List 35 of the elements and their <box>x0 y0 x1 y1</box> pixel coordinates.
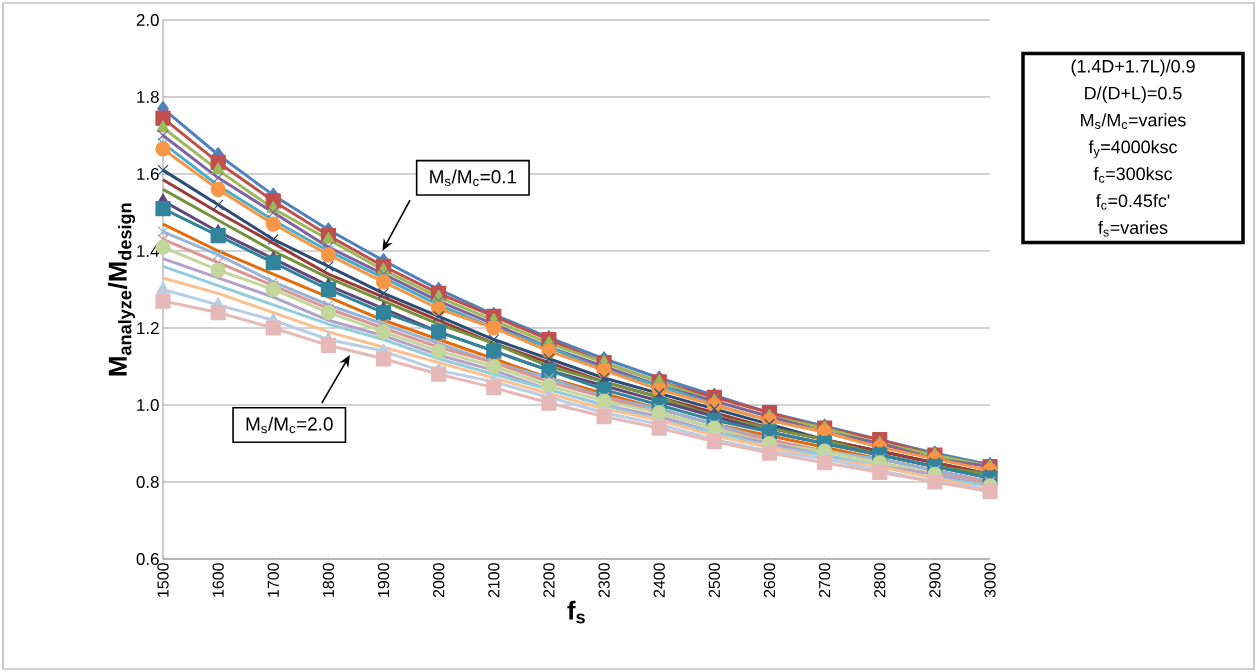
x-tick-label: 1600 <box>212 563 224 597</box>
x-tick-label: 2800 <box>874 563 886 598</box>
annotation: M$_{s}$/M$_{c}$=2.0 <box>246 416 333 434</box>
y-tick-label: 1.2 <box>137 322 159 334</box>
y-tick-label: 1.4 <box>137 245 159 257</box>
x-tick-label: 2900 <box>929 563 941 598</box>
y-tick-label: 0.6 <box>136 552 159 565</box>
x-tick-label: 2200 <box>543 563 555 598</box>
x-tick-label: 3000 <box>984 563 996 598</box>
x-tick-label: 2100 <box>488 563 500 598</box>
x-tick-label: 1800 <box>322 563 335 597</box>
text: f$_{c}$=300ksc <box>1093 167 1173 183</box>
y-tick-label: 2.0 <box>136 13 159 26</box>
x-tick-label: 2500 <box>708 563 720 598</box>
y-tick-label: 0.8 <box>136 475 159 488</box>
x-tick-label: 2600 <box>763 563 776 598</box>
text: D/(D+L)=0.5 <box>1085 86 1182 104</box>
text: M$_{s}$/M$_{c}$=varies <box>1081 113 1186 129</box>
x-tick-label: 1700 <box>267 563 279 597</box>
text: f$_{s}$=varies <box>1098 220 1168 237</box>
text: f$_{c}$=0.45fc' <box>1096 193 1170 210</box>
y-tick-label: 1.8 <box>137 90 159 103</box>
x-tick-label: 1900 <box>377 563 390 597</box>
x-tick-label: 2000 <box>433 563 445 598</box>
annotation: M$_{s}$/M$_{c}$=0.1 <box>430 169 517 187</box>
x-axis-title: f$_{s}$ <box>567 600 585 624</box>
text: (1.4D+1.7L)/0.9 <box>1071 59 1195 77</box>
x-tick-label: 2300 <box>598 563 610 598</box>
x-tick-label: 1500 <box>157 563 169 597</box>
y-axis-title: M$_{analyze}$/M$_{design}$ <box>107 203 136 376</box>
text: f$_{y}$=4000ksc <box>1088 140 1178 159</box>
x-tick-label: 2700 <box>818 563 831 598</box>
y-tick-label: 1.0 <box>137 398 159 411</box>
y-tick-label: 1.6 <box>137 167 159 180</box>
x-tick-label: 2400 <box>653 563 665 598</box>
